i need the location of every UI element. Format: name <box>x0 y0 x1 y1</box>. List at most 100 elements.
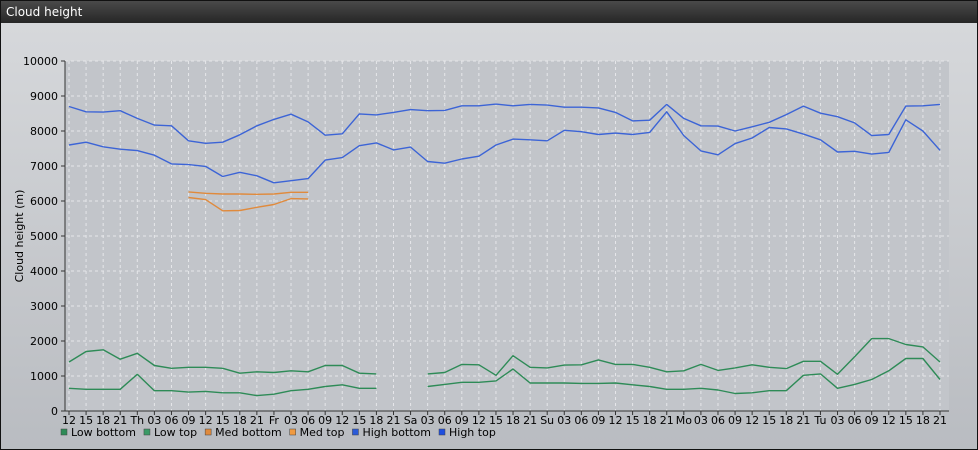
legend-item[interactable]: High top <box>438 426 496 439</box>
x-tick-label: 18 <box>506 414 520 427</box>
x-tick-label: 21 <box>250 414 264 427</box>
window-title: Cloud height <box>6 5 83 19</box>
legend-item[interactable]: Med top <box>289 426 345 439</box>
y-tick-label: 9000 <box>30 90 58 103</box>
axes <box>61 60 949 415</box>
x-tick-label: 12 <box>335 414 349 427</box>
series-high-bottom <box>68 111 941 184</box>
y-tick-label: 2000 <box>30 335 58 348</box>
x-tick-label: 12 <box>62 414 76 427</box>
x-tick-label: 03 <box>284 414 298 427</box>
x-tick-label: 12 <box>745 414 759 427</box>
legend-label: Med top <box>300 426 345 439</box>
y-tick-label: 0 <box>51 405 58 418</box>
x-tick-label: 18 <box>643 414 657 427</box>
x-tick-label: 09 <box>318 414 332 427</box>
legend-item[interactable]: Med bottom <box>204 426 282 439</box>
x-tick-label: 18 <box>96 414 110 427</box>
x-tick-label: 15 <box>79 414 93 427</box>
x-tick-label: 09 <box>591 414 605 427</box>
x-tick-label: 06 <box>438 414 452 427</box>
series-line <box>188 196 309 212</box>
legend-swatch <box>143 428 151 436</box>
x-tick-label: 09 <box>455 414 469 427</box>
chart-area: 0 1000 2000 3000 4000 5000 6000 7000 8000 9000 100… <box>1 23 977 449</box>
x-tick-label: 03 <box>421 414 435 427</box>
y-tick-label: 6000 <box>30 195 58 208</box>
legend-swatch <box>438 428 446 436</box>
x-tick-label: 09 <box>728 414 742 427</box>
series-line <box>68 349 377 375</box>
grid-lines <box>65 60 949 411</box>
x-tick-label: 18 <box>916 414 930 427</box>
x-tick-label: Mo <box>676 414 692 427</box>
x-tick-label: 12 <box>199 414 213 427</box>
plot-background <box>65 61 949 411</box>
x-tick-label: 12 <box>609 414 623 427</box>
x-tick-label: 15 <box>489 414 503 427</box>
x-tick-label: 09 <box>865 414 879 427</box>
legend-item[interactable]: Low top <box>143 426 197 439</box>
y-tick-label: 10000 <box>23 55 58 68</box>
legend: Low bottom Low top Med bottom Med top High b… <box>60 426 496 439</box>
x-tick-label: 15 <box>216 414 230 427</box>
window-title-bar: Cloud height <box>1 1 977 23</box>
x-tick-label: 15 <box>899 414 913 427</box>
x-tick-label: 21 <box>113 414 127 427</box>
legend-swatch <box>352 428 359 436</box>
x-tick-label: 15 <box>352 414 366 427</box>
x-tick-label: 03 <box>694 414 708 427</box>
x-tick-label: 21 <box>523 414 537 427</box>
y-tick-label: 8000 <box>30 125 58 138</box>
x-tick-label: 06 <box>164 414 178 427</box>
x-tick-label: Sa <box>404 414 418 427</box>
tick-labels: 0 1000 2000 3000 4000 5000 6000 7000 8000 9000 100… <box>13 55 947 427</box>
x-tick-label: Tu <box>813 414 826 427</box>
x-tick-label: 18 <box>779 414 793 427</box>
x-tick-label: 21 <box>386 414 400 427</box>
series-low-bottom <box>68 357 941 397</box>
series-line <box>427 357 941 395</box>
x-tick-label: 09 <box>182 414 196 427</box>
y-tick-label: 7000 <box>30 160 58 173</box>
x-tick-label: 12 <box>472 414 486 427</box>
legend-item[interactable]: High bottom <box>352 426 431 439</box>
x-tick-label: Su <box>540 414 554 427</box>
x-tick-label: 15 <box>626 414 640 427</box>
x-tick-label: 03 <box>831 414 845 427</box>
legend-label: High bottom <box>362 426 431 439</box>
y-tick-label: 3000 <box>30 300 58 313</box>
series-line <box>188 191 309 196</box>
x-tick-label: 06 <box>711 414 725 427</box>
x-tick-label: 21 <box>796 414 810 427</box>
x-tick-label: 06 <box>574 414 588 427</box>
series-med-bottom <box>188 196 309 212</box>
y-tick-label: 4000 <box>30 265 58 278</box>
series-high-top <box>68 103 941 145</box>
y-tick-label: 1000 <box>30 370 58 383</box>
x-tick-label: 21 <box>933 414 947 427</box>
x-tick-label: 12 <box>882 414 896 427</box>
y-axis-title: Cloud height (m) <box>13 190 26 283</box>
x-tick-label: 18 <box>233 414 247 427</box>
x-tick-label: 03 <box>147 414 161 427</box>
legend-swatch <box>289 428 296 436</box>
legend-label: Med bottom <box>215 426 282 439</box>
x-tick-label: 18 <box>369 414 383 427</box>
series-low-top <box>68 337 941 376</box>
legend-swatch <box>60 428 68 436</box>
x-tick-label: Th <box>129 414 144 427</box>
x-tick-label: 21 <box>660 414 674 427</box>
legend-label: Low bottom <box>71 426 136 439</box>
x-tick-label: 03 <box>557 414 571 427</box>
legend-label: Low top <box>154 426 197 439</box>
x-tick-label: 06 <box>848 414 862 427</box>
legend-item[interactable]: Low bottom <box>60 426 136 439</box>
series-line <box>68 373 377 397</box>
y-tick-label: 5000 <box>30 230 58 243</box>
series-line <box>68 111 941 184</box>
x-tick-label: 15 <box>762 414 776 427</box>
legend-label: High top <box>449 426 496 439</box>
series-line <box>68 103 941 145</box>
series-med-top <box>188 191 309 196</box>
